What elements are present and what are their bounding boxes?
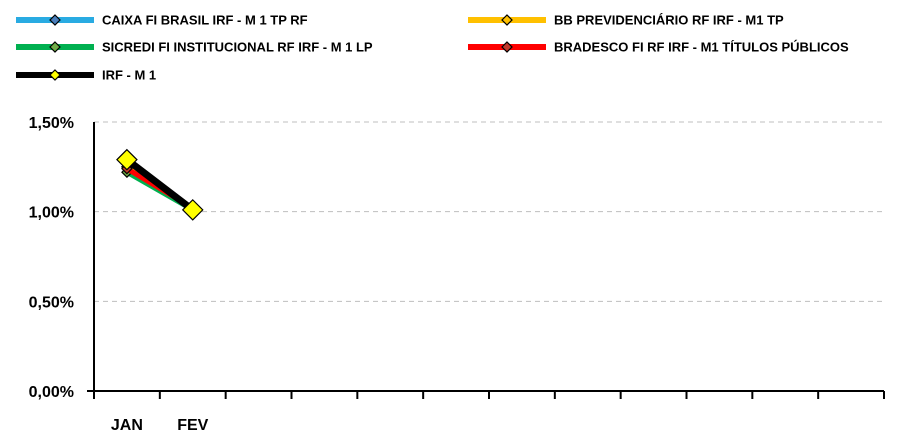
series-line bbox=[123, 156, 197, 214]
data-point bbox=[116, 148, 138, 171]
legend-label: BRADESCO FI RF IRF - M1 TÍTULOS PÚBLICOS bbox=[554, 40, 849, 55]
gridlines bbox=[94, 121, 884, 302]
series bbox=[116, 148, 204, 221]
legend-label: SICREDI FI INSTITUCIONAL RF IRF - M 1 LP bbox=[102, 40, 373, 55]
legend-label: CAIXA FI BRASIL IRF - M 1 TP RF bbox=[102, 13, 308, 28]
legend-item: SICREDI FI INSTITUCIONAL RF IRF - M 1 LP bbox=[16, 40, 373, 55]
legend-item: BRADESCO FI RF IRF - M1 TÍTULOS PÚBLICOS bbox=[468, 40, 849, 55]
axes: 0,00% 0,50% 1,00% 1,50% JAN FEV bbox=[29, 115, 885, 434]
x-tick-label: FEV bbox=[177, 417, 208, 434]
legend-label: BB PREVIDENCIÁRIO RF IRF - M1 TP bbox=[554, 13, 784, 28]
series-lines bbox=[116, 148, 204, 221]
data-point bbox=[181, 199, 204, 221]
legend-marker bbox=[49, 14, 61, 26]
legend-item: CAIXA FI BRASIL IRF - M 1 TP RF bbox=[16, 13, 308, 28]
legend-item: IRF - M 1 bbox=[16, 68, 156, 83]
legend: CAIXA FI BRASIL IRF - M 1 TP RF BB PREVID… bbox=[16, 13, 849, 83]
x-tick-label: JAN bbox=[111, 417, 143, 434]
legend-item: BB PREVIDENCIÁRIO RF IRF - M1 TP bbox=[468, 13, 784, 28]
y-tick-label: 1,50% bbox=[29, 115, 74, 132]
legend-marker bbox=[49, 69, 61, 81]
y-tick-label: 0,50% bbox=[29, 294, 74, 311]
legend-marker bbox=[49, 41, 61, 53]
legend-marker bbox=[501, 14, 513, 26]
legend-label: IRF - M 1 bbox=[102, 68, 156, 83]
y-tick-label: 0,00% bbox=[29, 384, 74, 401]
legend-marker bbox=[501, 41, 513, 53]
y-tick-label: 1,00% bbox=[29, 205, 74, 222]
